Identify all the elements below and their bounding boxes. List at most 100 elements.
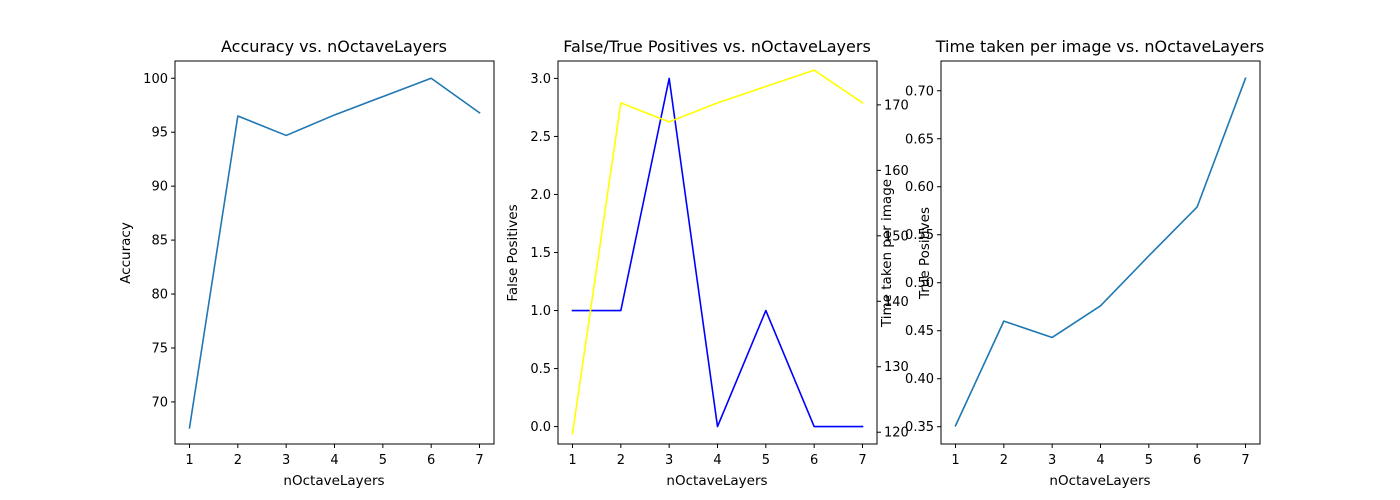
y-tick-label: 0.70 bbox=[905, 84, 934, 99]
x-tick-label: 7 bbox=[475, 453, 483, 468]
series-line-1 bbox=[571, 69, 864, 435]
data-point bbox=[430, 77, 432, 79]
y-tick-label: 0.50 bbox=[905, 276, 934, 291]
data-point bbox=[668, 121, 670, 123]
y-tick-label-right: 170 bbox=[884, 98, 909, 113]
data-point bbox=[479, 112, 481, 114]
chart-title: False/True Positives vs. nOctaveLayers bbox=[563, 37, 871, 56]
x-tick-label: 5 bbox=[762, 453, 770, 468]
data-point bbox=[1245, 77, 1247, 79]
y-tick-label-right: 150 bbox=[884, 229, 909, 244]
y-tick-label: 80 bbox=[151, 288, 168, 303]
y-tick-label: 2.5 bbox=[530, 130, 551, 145]
positives-panel: False/True Positives vs. nOctaveLayers n… bbox=[505, 37, 933, 489]
data-point bbox=[765, 86, 767, 88]
plot-area bbox=[954, 77, 1247, 427]
data-point bbox=[1003, 320, 1005, 322]
y-tick-label: 0.40 bbox=[905, 372, 934, 387]
data-point bbox=[668, 78, 670, 80]
x-tick-label: 1 bbox=[568, 453, 576, 468]
data-point bbox=[620, 310, 622, 312]
data-point bbox=[572, 310, 574, 312]
data-point bbox=[1148, 255, 1150, 257]
y-tick-label: 2.0 bbox=[530, 188, 551, 203]
y-axis-label-right-time: Time taken per image bbox=[879, 179, 895, 328]
axes-frame bbox=[174, 60, 495, 445]
accuracy-panel: Accuracy vs. nOctaveLayers nOctaveLayers… bbox=[118, 37, 495, 489]
data-point bbox=[717, 426, 719, 428]
x-tick-label: 3 bbox=[665, 453, 673, 468]
y-ticks: 70 75 80 85 90 95 100 bbox=[143, 72, 175, 410]
y-tick-label: 0.5 bbox=[530, 362, 551, 377]
x-axis-label: nOctaveLayers bbox=[666, 473, 767, 489]
series-line-0 bbox=[571, 77, 864, 428]
y-tick-label: 100 bbox=[143, 72, 168, 87]
data-point bbox=[862, 102, 864, 104]
data-point bbox=[572, 433, 574, 435]
data-point bbox=[955, 425, 957, 427]
time-panel: Time taken per image vs. nOctaveLayers n… bbox=[905, 37, 1264, 489]
y-tick-label: 1.5 bbox=[530, 246, 551, 261]
data-point bbox=[862, 426, 864, 428]
x-tick-label: 6 bbox=[427, 453, 435, 468]
x-tick-label: 6 bbox=[810, 453, 818, 468]
x-tick-label: 5 bbox=[379, 453, 387, 468]
x-tick-label: 4 bbox=[713, 453, 721, 468]
plot-area bbox=[188, 77, 481, 429]
x-axis-label: nOctaveLayers bbox=[283, 473, 384, 489]
data-point bbox=[285, 135, 287, 137]
x-tick-label: 2 bbox=[1000, 453, 1008, 468]
y-tick-label: 90 bbox=[151, 180, 168, 195]
axes-frame bbox=[940, 60, 1261, 445]
chart-title: Time taken per image vs. nOctaveLayers bbox=[935, 37, 1265, 56]
data-point bbox=[813, 69, 815, 71]
chart-title: Accuracy vs. nOctaveLayers bbox=[221, 37, 447, 56]
x-tick-label: 3 bbox=[1048, 453, 1056, 468]
y-tick-label-right: 120 bbox=[884, 426, 909, 441]
x-tick-label: 5 bbox=[1145, 453, 1153, 468]
data-point bbox=[1051, 337, 1053, 339]
y-tick-label: 3.0 bbox=[530, 72, 551, 87]
data-point bbox=[1100, 305, 1102, 307]
data-point bbox=[237, 115, 239, 117]
y-axis-label-left: False Positives bbox=[505, 204, 521, 301]
y-tick-label: 1.0 bbox=[530, 304, 551, 319]
data-point bbox=[813, 426, 815, 428]
data-point bbox=[382, 96, 384, 98]
x-tick-label: 1 bbox=[185, 453, 193, 468]
y-tick-label: 0.45 bbox=[905, 324, 934, 339]
y-tick-label: 95 bbox=[151, 126, 168, 141]
y-ticks-right: 120 130 140 150 160 170 bbox=[877, 98, 909, 441]
y-tick-label: 70 bbox=[151, 395, 168, 410]
x-tick-label: 7 bbox=[1241, 453, 1249, 468]
y-ticks: 0.0 0.5 1.0 1.5 2.0 2.5 3.0 bbox=[530, 72, 558, 435]
y-tick-label: 0.60 bbox=[905, 180, 934, 195]
series-line-0 bbox=[954, 77, 1247, 427]
y-axis-label-right-true-positives: True Positives bbox=[917, 207, 933, 300]
data-point bbox=[717, 102, 719, 104]
series-line-0 bbox=[188, 77, 481, 429]
x-tick-label: 4 bbox=[330, 453, 338, 468]
plot-area bbox=[571, 69, 864, 435]
data-point bbox=[620, 102, 622, 104]
x-tick-label: 2 bbox=[617, 453, 625, 468]
x-tick-label: 1 bbox=[951, 453, 959, 468]
data-point bbox=[1196, 206, 1198, 208]
y-tick-label: 0.55 bbox=[905, 228, 934, 243]
y-tick-label: 0.65 bbox=[905, 132, 934, 147]
y-tick-label-right: 130 bbox=[884, 360, 909, 375]
y-tick-label: 85 bbox=[151, 234, 168, 249]
x-ticks: 1 2 3 4 5 6 7 bbox=[568, 444, 867, 468]
y-tick-label: 75 bbox=[151, 341, 168, 356]
x-tick-label: 6 bbox=[1193, 453, 1201, 468]
x-tick-label: 4 bbox=[1096, 453, 1104, 468]
data-point bbox=[765, 310, 767, 312]
x-ticks: 1 2 3 4 5 6 7 bbox=[185, 444, 484, 468]
axes-frame bbox=[557, 60, 878, 445]
x-tick-label: 2 bbox=[234, 453, 242, 468]
x-axis-label: nOctaveLayers bbox=[1049, 473, 1150, 489]
y-tick-label-right: 140 bbox=[884, 295, 909, 310]
y-ticks: 0.35 0.40 0.45 0.50 0.55 0.60 0.65 0.70 bbox=[905, 84, 941, 435]
y-tick-label-right: 160 bbox=[884, 164, 909, 179]
data-point bbox=[189, 427, 191, 429]
